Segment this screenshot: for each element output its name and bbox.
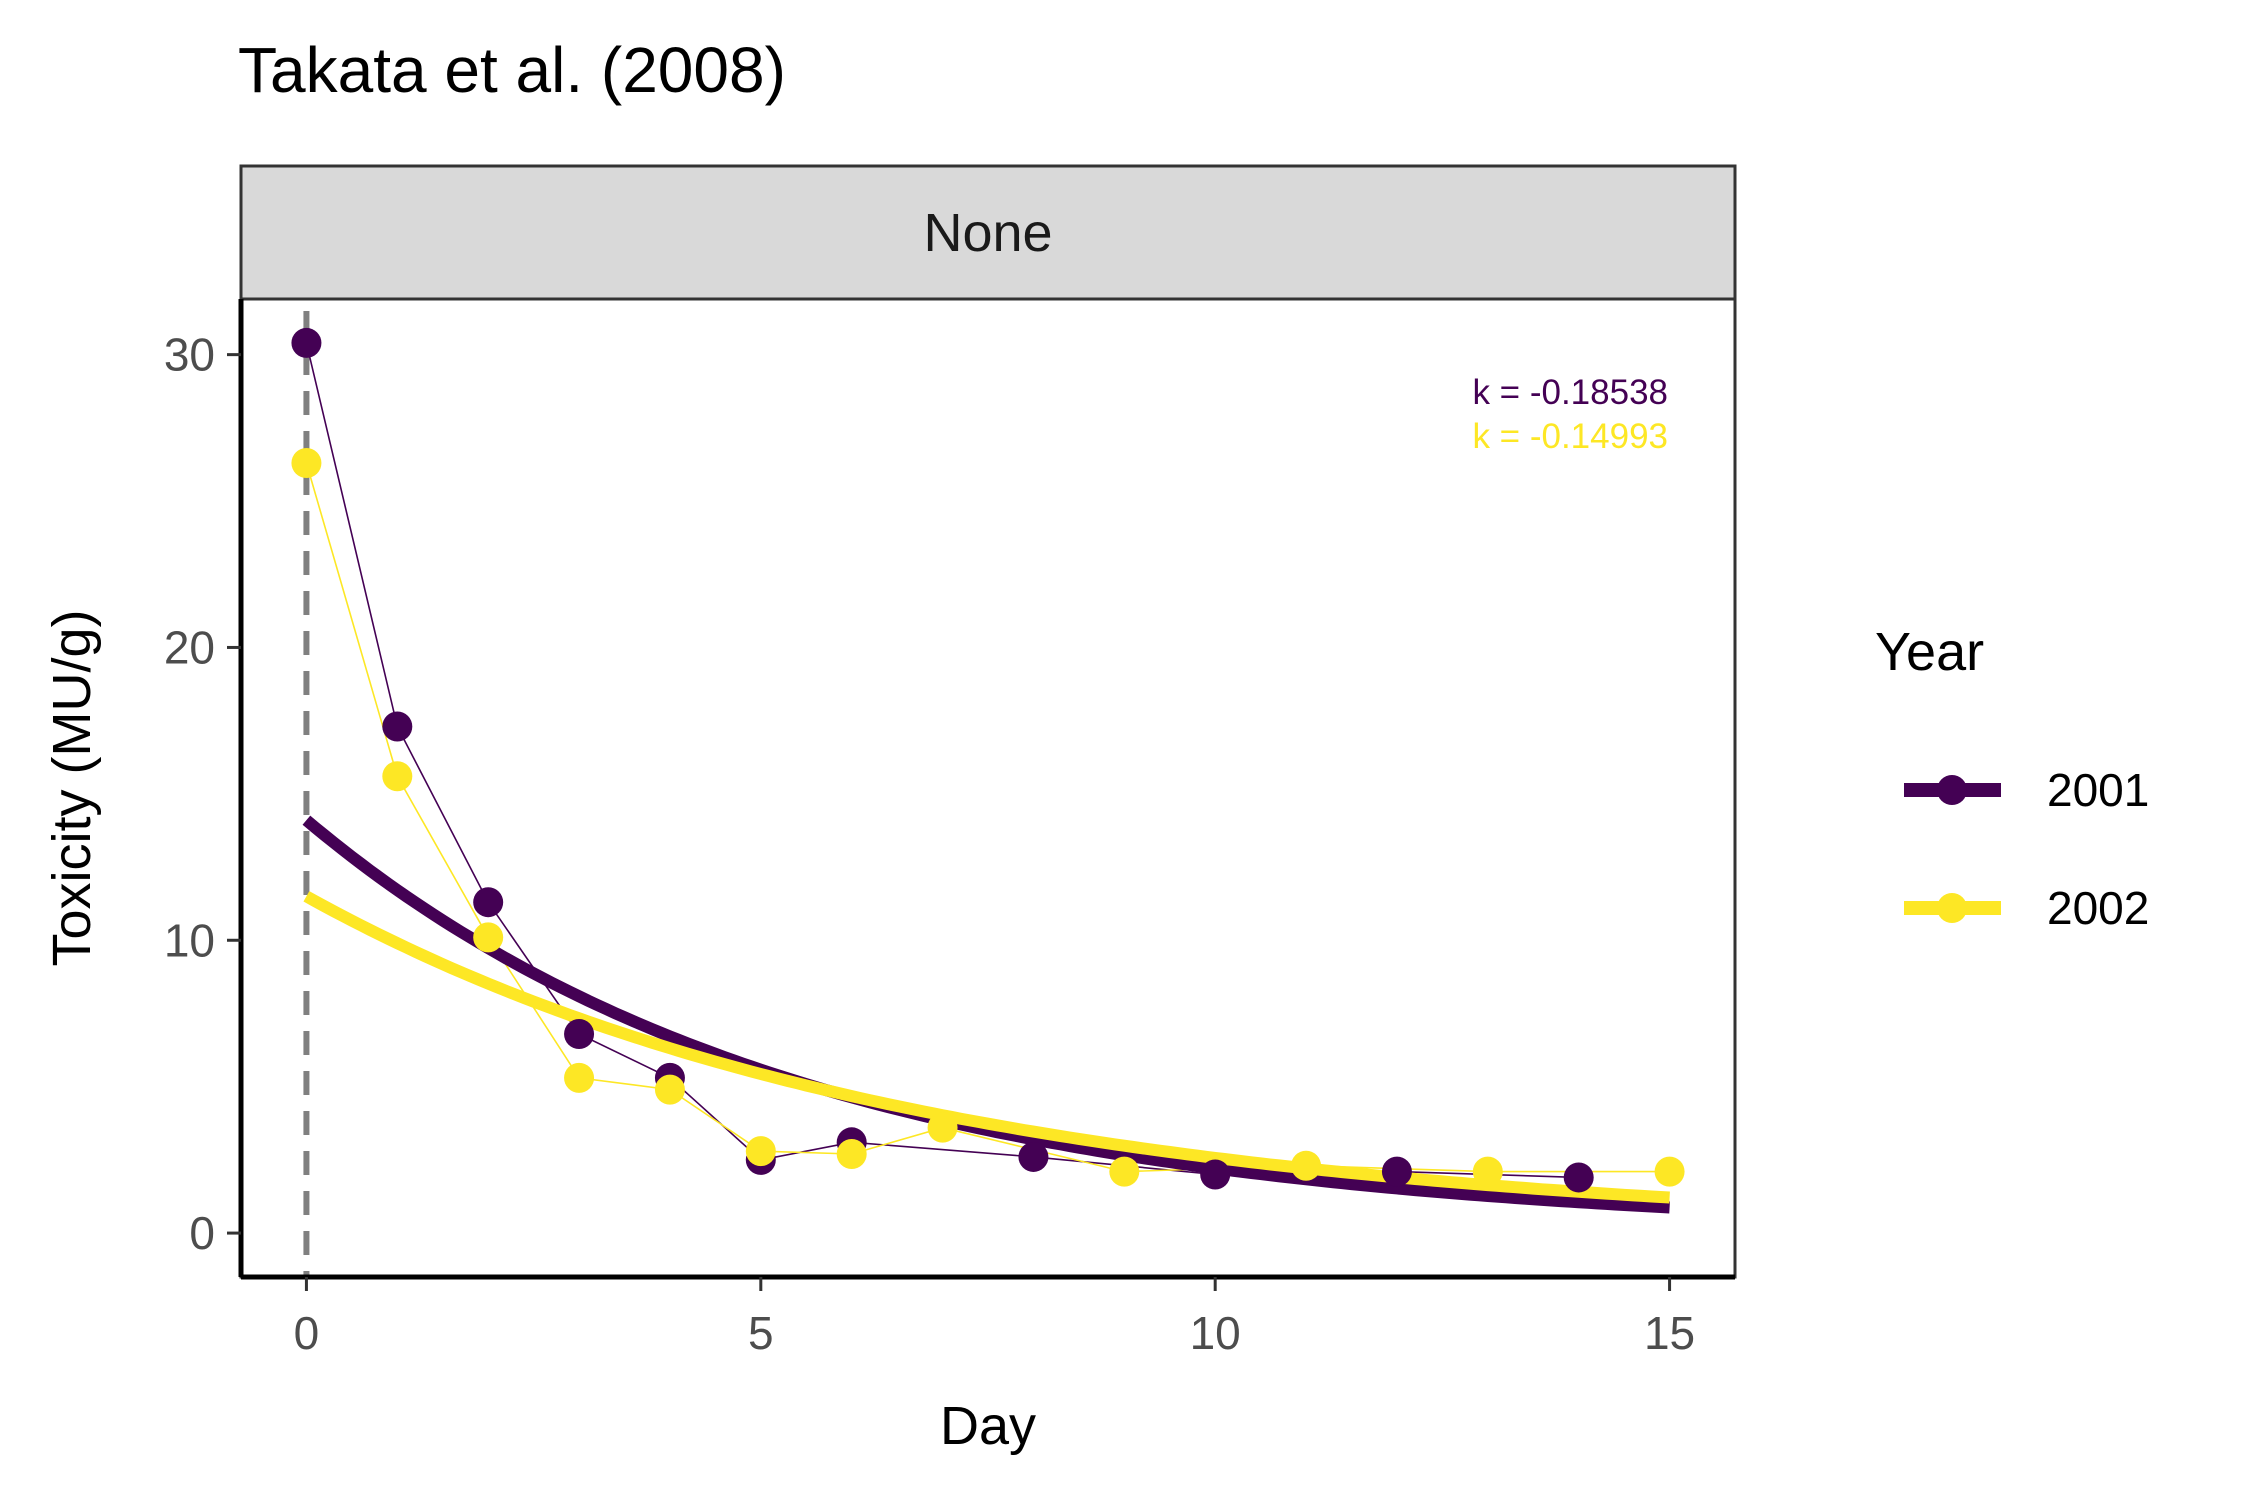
data-point-2001	[473, 887, 504, 918]
plot-panel	[239, 297, 1737, 1279]
x-tick-label: 10	[1190, 1307, 1241, 1359]
x-tick-label: 15	[1644, 1307, 1695, 1359]
legend-label: 2001	[2047, 764, 2149, 816]
point-layer	[291, 327, 1685, 1193]
data-point-2002	[473, 922, 504, 953]
data-point-2002	[927, 1112, 958, 1143]
legend-label: 2002	[2047, 882, 2149, 934]
data-point-2001	[1200, 1159, 1231, 1190]
facet-strip	[239, 164, 1737, 301]
data-point-2002	[564, 1062, 595, 1093]
legend-items: 2001 2002	[1904, 764, 2149, 934]
y-tick-label: 20	[164, 621, 215, 673]
data-point-2001	[564, 1018, 595, 1049]
annotation-2001: k = -0.18538	[1472, 373, 1668, 412]
data-point-2001	[291, 327, 322, 358]
legend-item-2002: 2002	[1904, 882, 2149, 934]
data-point-2002	[836, 1139, 867, 1170]
data-point-2002	[382, 761, 413, 792]
legend-title: Year	[1875, 622, 1984, 682]
y-tick-label: 10	[164, 914, 215, 966]
y-axis-title: Toxicity (MU/g)	[42, 609, 102, 966]
data-point-2001	[1018, 1141, 1049, 1172]
data-point-2001	[1563, 1162, 1594, 1193]
data-point-2002	[291, 447, 322, 478]
y-tick-label: 0	[189, 1207, 215, 1259]
legend-item-2001: 2001	[1904, 764, 2149, 816]
chart-title: Takata et al. (2008)	[238, 34, 786, 106]
data-point-2001	[382, 711, 413, 742]
data-point-2002	[745, 1136, 776, 1167]
fit-curve-2002	[303, 891, 1670, 1204]
x-axis-title: Day	[940, 1396, 1036, 1456]
data-point-2001	[1381, 1156, 1412, 1187]
legend: Year 2001 2002	[1875, 622, 2149, 934]
facet-label: None	[923, 203, 1052, 263]
fit-curve-2001	[302, 815, 1670, 1214]
data-point-2002	[1654, 1156, 1685, 1187]
fit-layer	[302, 815, 1670, 1214]
x-tick-label: 0	[294, 1307, 320, 1359]
data-point-2002	[654, 1074, 685, 1105]
tick-layer: 0 5 10 15 0 10 20 30	[164, 329, 1695, 1359]
data-point-2002	[1291, 1150, 1322, 1181]
legend-key-point	[1937, 893, 1967, 923]
annotation-2002: k = -0.14993	[1472, 417, 1668, 456]
x-tick-label: 5	[748, 1307, 774, 1359]
y-tick-label: 30	[164, 329, 215, 381]
legend-key-point	[1937, 775, 1967, 805]
data-point-2002	[1109, 1156, 1140, 1187]
data-point-2002	[1472, 1156, 1503, 1187]
